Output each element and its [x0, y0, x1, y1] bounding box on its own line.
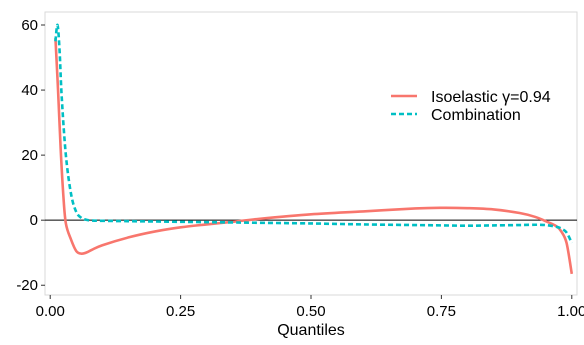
- x-axis: 0.00 0.25 0.50 0.75 1.00: [36, 295, 584, 320]
- x-axis-title: Quantiles: [277, 322, 345, 339]
- y-tick-label: 40: [21, 82, 38, 99]
- y-axis: -20 0 20 40 60: [16, 17, 45, 294]
- y-tick-label: 60: [21, 17, 38, 34]
- plot-frame: [44, 11, 578, 296]
- series-layer: [54, 23, 574, 275]
- x-tick-label: 0.00: [36, 303, 65, 320]
- legend-label-isoelastic: Isoelastic γ=0.94: [431, 89, 551, 106]
- legend-label-combination: Combination: [431, 107, 521, 124]
- series-line-combination: [54, 23, 573, 244]
- x-tick-label: 0.25: [166, 303, 195, 320]
- x-tick-label: 1.00: [557, 303, 584, 320]
- y-tick-label: 20: [21, 147, 38, 164]
- y-tick-label: 0: [30, 212, 38, 229]
- x-tick-label: 0.75: [427, 303, 456, 320]
- y-tick-label: -20: [16, 277, 38, 294]
- series-line-isoelastic: [54, 37, 574, 275]
- x-tick-label: 0.50: [296, 303, 325, 320]
